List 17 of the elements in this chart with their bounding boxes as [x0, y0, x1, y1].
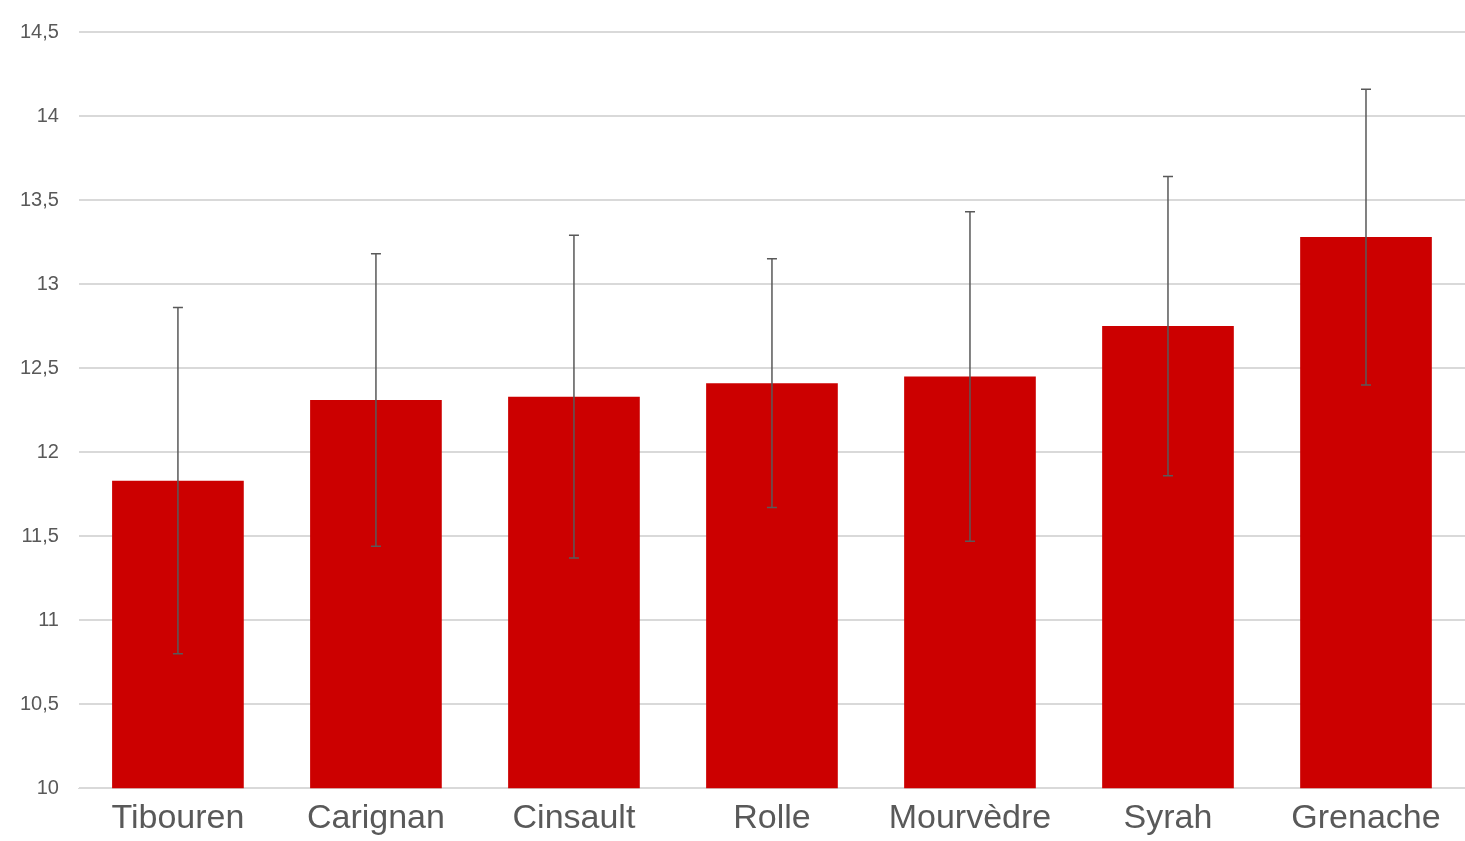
y-tick-label: 10,5 [19, 691, 59, 714]
y-tick-label: 14,5 [19, 19, 59, 42]
y-tick-label: 12 [36, 439, 59, 462]
y-tick-label: 13,5 [19, 187, 59, 210]
x-tick-label: Syrah [1123, 796, 1213, 835]
x-tick-label: Rolle [733, 796, 811, 835]
x-tick-label: Tibouren [111, 796, 245, 835]
x-tick-label: Grenache [1291, 796, 1441, 835]
y-tick-label: 11 [38, 607, 59, 630]
y-tick-label: 12,5 [19, 355, 59, 378]
y-tick-label: 11,5 [21, 523, 59, 546]
y-tick-label: 10 [36, 775, 59, 798]
y-tick-label: 14 [36, 103, 59, 126]
x-tick-label: Cinsault [512, 796, 636, 835]
x-tick-label: Carignan [306, 796, 445, 835]
x-tick-label: Mourvèdre [888, 796, 1052, 835]
y-tick-label: 13 [36, 271, 59, 294]
